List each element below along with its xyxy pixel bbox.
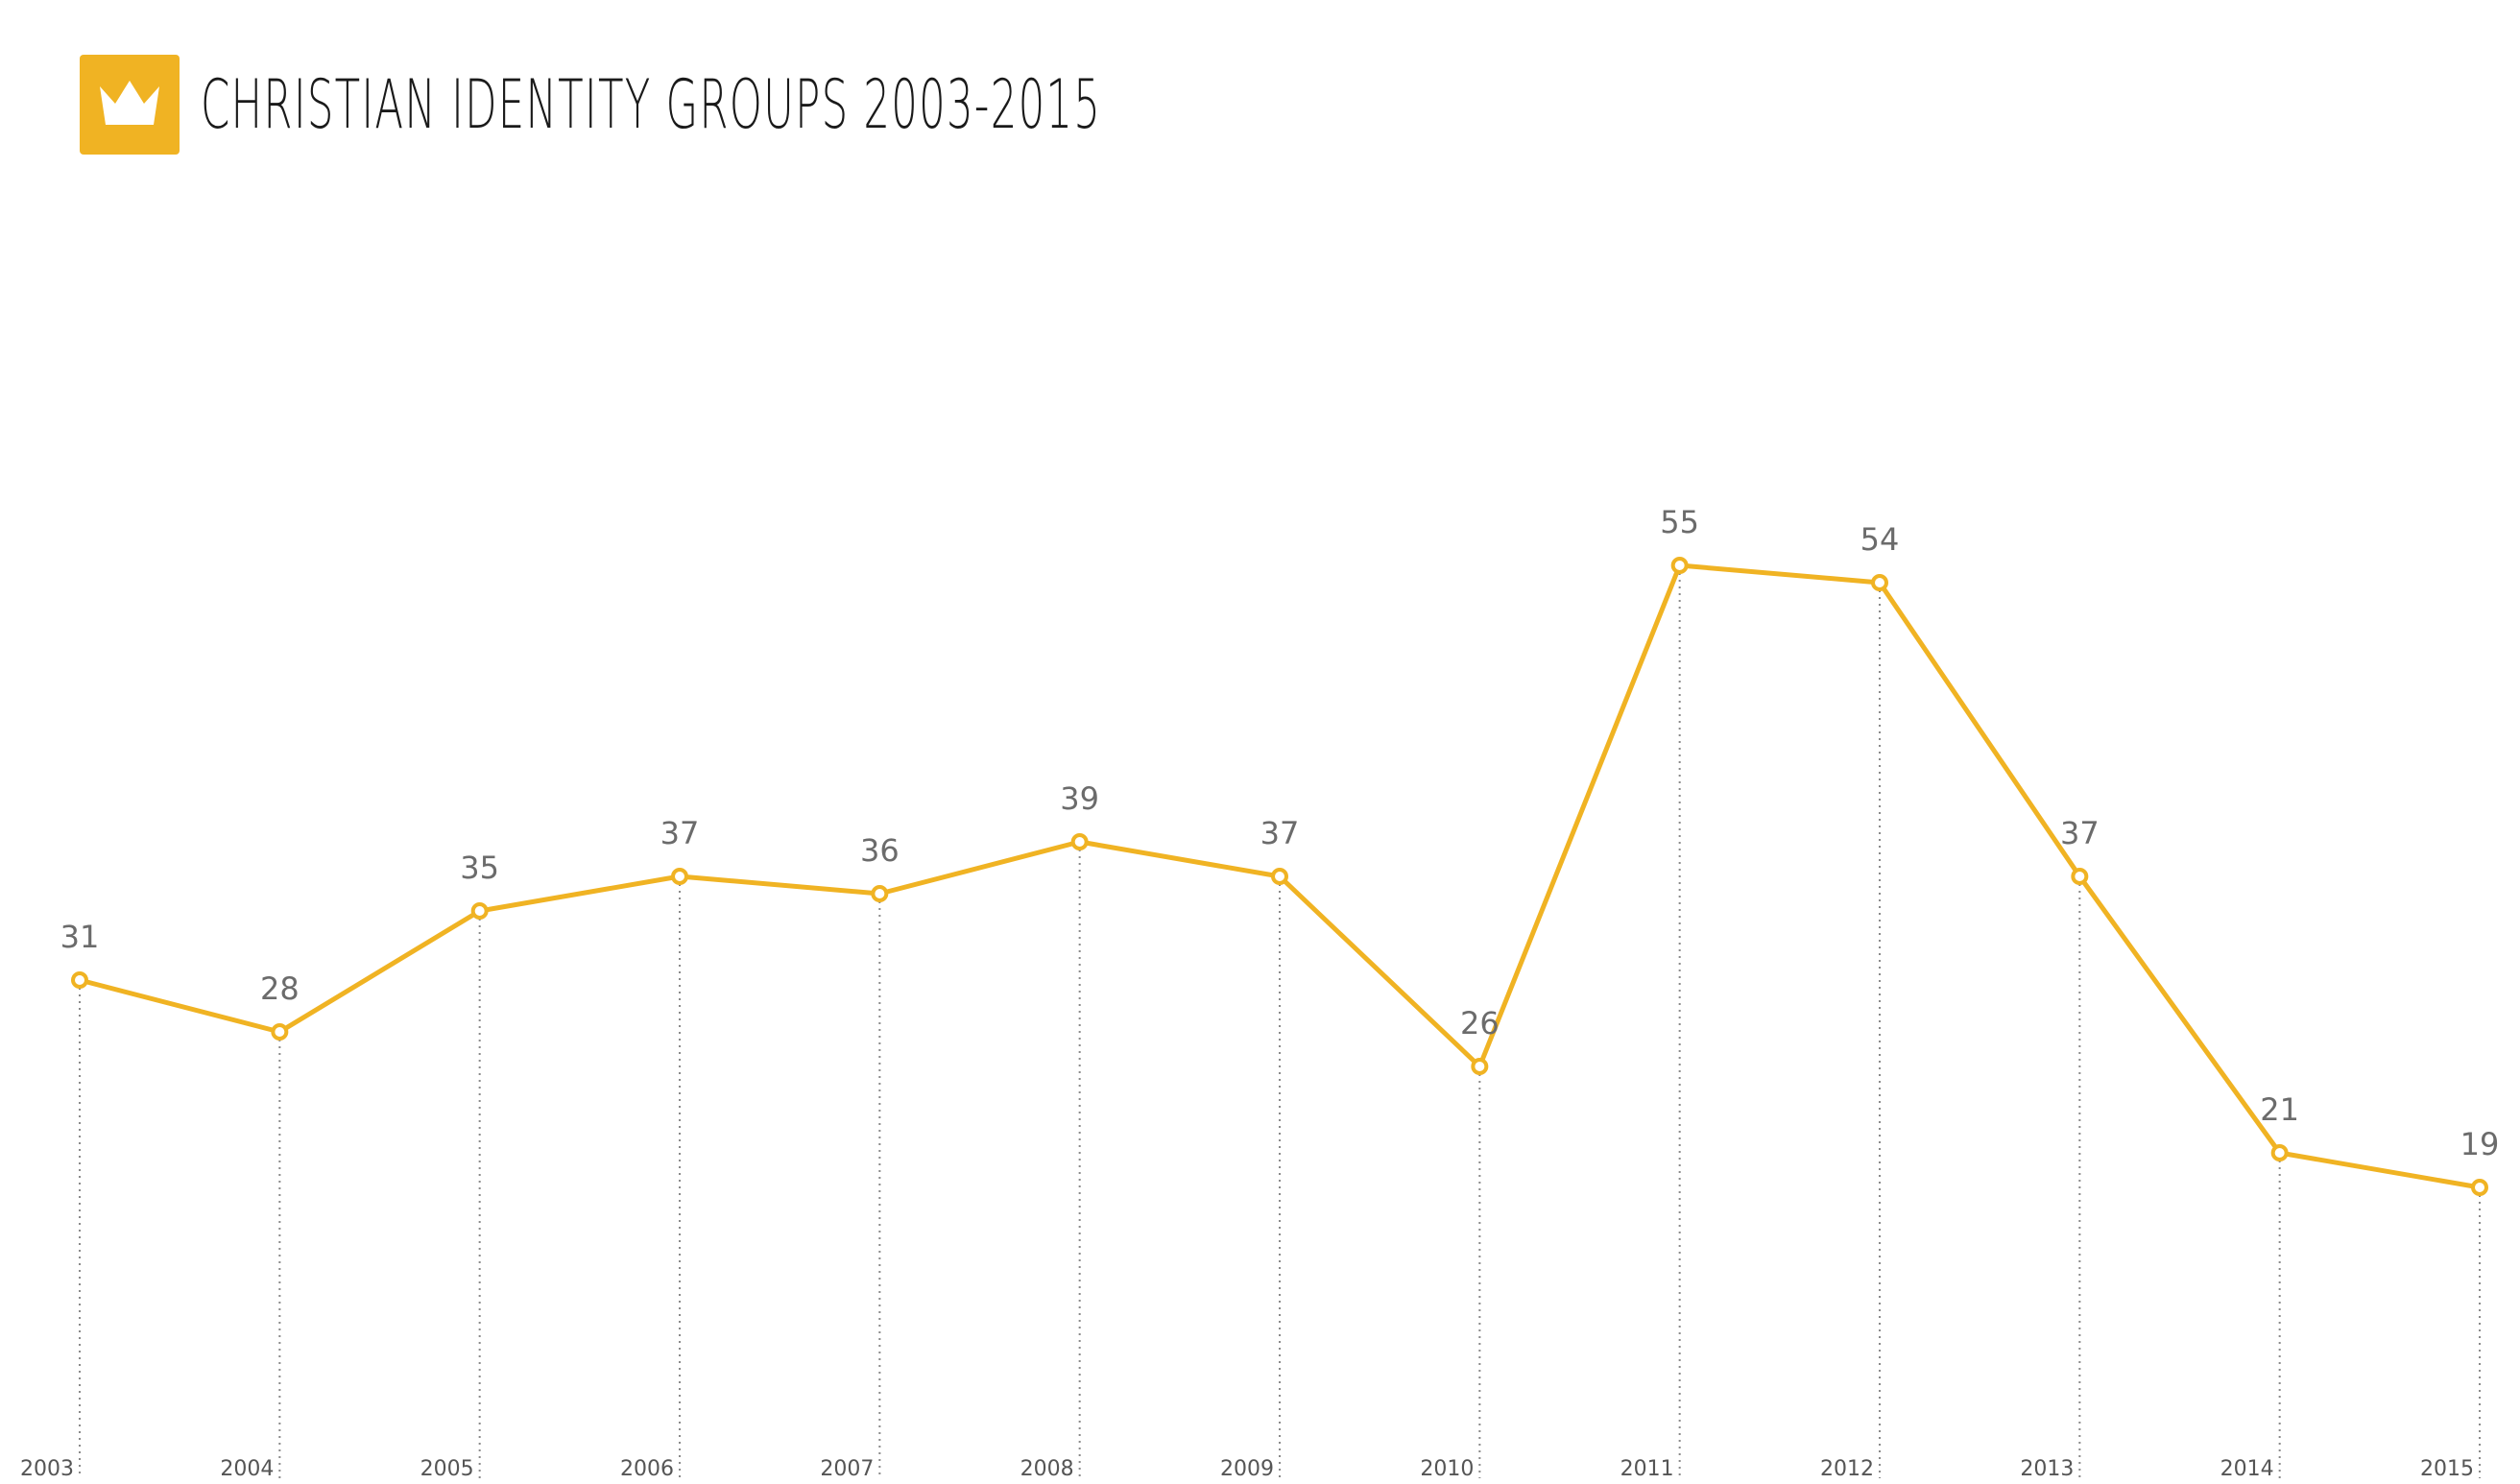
chart-x-tick-labels: 2003 2004 2005 2006 2007 2008 2009 2010 2011 2012… [20,1457,2474,1481]
data-point-2009[interactable] [1271,868,1288,885]
x-tick-label-2015: 2015 [2420,1457,2474,1481]
data-label-2006: 37 [660,815,700,851]
x-tick-label-2013: 2013 [2020,1457,2074,1481]
data-point-2010[interactable] [1471,1058,1489,1075]
data-label-2005: 35 [460,850,499,886]
data-point-2004[interactable] [271,1023,289,1041]
data-label-2004: 28 [260,970,300,1007]
data-label-2009: 37 [1260,815,1300,851]
x-tick-label-2014: 2014 [2220,1457,2274,1481]
data-point-2015[interactable] [2471,1179,2488,1196]
x-tick-label-2004: 2004 [220,1457,274,1481]
chart-points [71,557,2488,1196]
x-tick-label-2012: 2012 [1820,1457,1874,1481]
chart-header: CHRISTIAN IDENTITY GROUPS 2003-2015 [80,55,1653,155]
data-label-2008: 39 [1060,780,1099,817]
page-title: CHRISTIAN IDENTITY GROUPS 2003-2015 [201,65,1102,144]
data-point-2006[interactable] [671,868,688,885]
x-tick-label-2010: 2010 [1420,1457,1474,1481]
data-point-2005[interactable] [470,902,489,920]
crown-icon-graphic [100,81,159,125]
crown-icon [80,55,180,155]
x-tick-label-2011: 2011 [1620,1457,1674,1481]
x-tick-label-2008: 2008 [1020,1457,1074,1481]
data-label-2013: 37 [2060,815,2100,851]
data-label-2015: 19 [2460,1126,2500,1162]
x-tick-label-2007: 2007 [820,1457,874,1481]
data-label-2003: 31 [60,919,100,955]
data-point-2012[interactable] [1871,574,1888,591]
data-label-2014: 21 [2260,1091,2299,1128]
data-point-2014[interactable] [2270,1144,2289,1161]
data-point-2008[interactable] [1070,833,1089,850]
data-label-2010: 26 [1460,1005,1500,1041]
data-label-2012: 54 [1860,521,1900,558]
x-tick-label-2003: 2003 [20,1457,74,1481]
data-label-2007: 36 [860,832,900,869]
data-point-2007[interactable] [871,885,889,902]
x-tick-label-2009: 2009 [1220,1457,1274,1481]
chart-guides [79,573,2481,1478]
data-point-2003[interactable] [71,971,88,989]
data-point-2013[interactable] [2071,868,2089,885]
chart-value-labels: 31 28 35 37 36 39 37 26 55 54 37 21 19 [60,504,2500,1162]
x-tick-label-2005: 2005 [420,1457,474,1481]
data-label-2011: 55 [1660,504,1699,540]
data-point-2011[interactable] [1670,557,1689,574]
x-tick-label-2006: 2006 [620,1457,674,1481]
